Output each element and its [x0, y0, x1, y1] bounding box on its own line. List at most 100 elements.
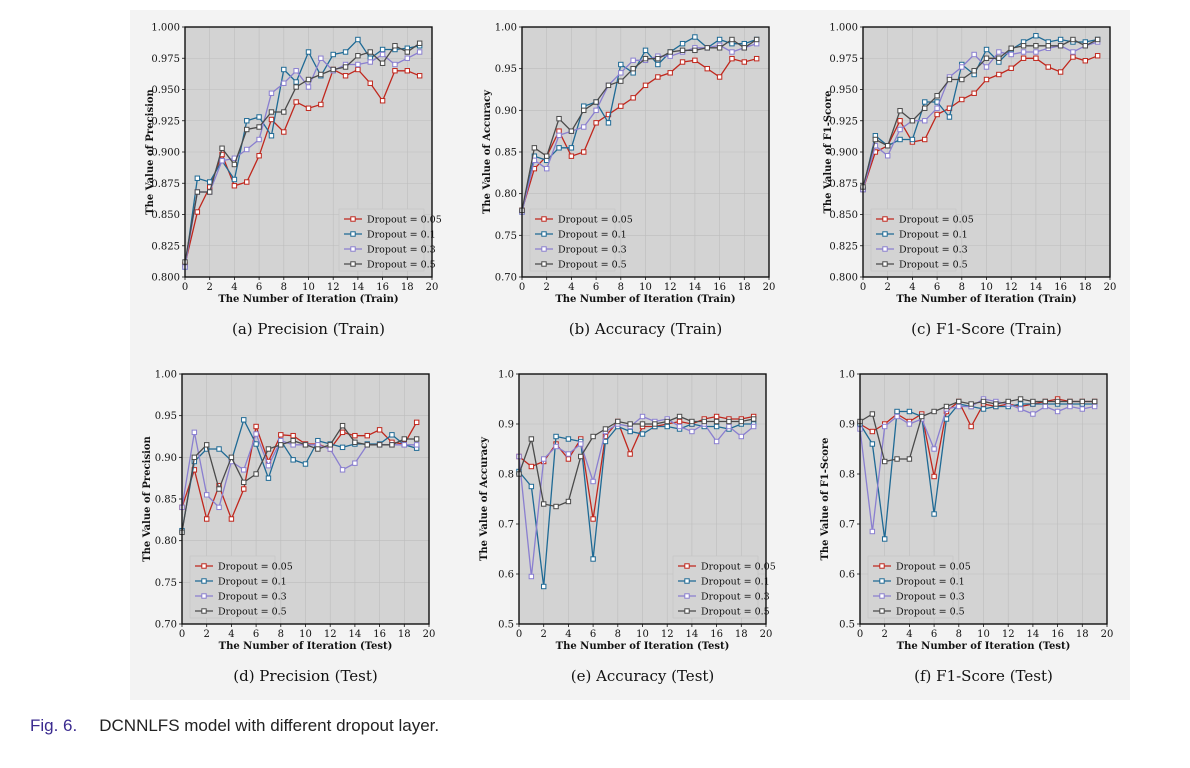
data-point — [1091, 398, 1098, 405]
data-point — [231, 183, 238, 189]
y-axis-label: The Value of Precision — [145, 88, 156, 214]
data-point — [413, 442, 420, 448]
legend-marker — [201, 608, 207, 614]
data-point — [194, 209, 201, 215]
data-point — [219, 158, 225, 164]
data-point — [401, 436, 408, 442]
y-tick-label: 0.900 — [829, 148, 858, 159]
data-point — [713, 438, 720, 445]
data-point — [689, 418, 695, 425]
data-point — [590, 556, 596, 562]
y-tick-label: 0.925 — [829, 116, 858, 127]
data-point — [593, 120, 599, 126]
chart-e-accuracy-test: 0 2 4 6 8 10 12 14 16 18 20 0.5 0.6 0.7 0.8 0.9 1.0 Dropo… — [479, 370, 776, 686]
data-point — [1020, 49, 1027, 55]
legend: Dropout = 0.05 Dropout = 0.1 Dropout = 0.3… — [672, 555, 776, 619]
y-tick-label: 0.800 — [829, 273, 858, 284]
y-tick-label: 0.950 — [151, 85, 180, 96]
data-point — [704, 65, 710, 72]
data-point — [593, 99, 599, 105]
data-point — [1045, 43, 1051, 49]
data-point — [207, 189, 213, 195]
data-point — [556, 132, 562, 139]
data-point — [919, 413, 925, 420]
data-point — [642, 47, 649, 54]
y-tick-label: 0.80 — [495, 189, 517, 200]
y-axis-label: The Value of F1-Score — [823, 90, 834, 213]
data-point — [281, 66, 287, 73]
data-point — [1070, 49, 1076, 55]
data-point — [1091, 403, 1098, 410]
data-point — [931, 473, 937, 480]
x-tick-label: 12 — [327, 282, 340, 293]
data-point — [1030, 398, 1036, 405]
data-point — [392, 43, 398, 49]
data-point — [265, 446, 272, 452]
data-point — [404, 55, 411, 61]
plot-frame — [859, 373, 1108, 625]
chart-f-f1score-test: 0 2 4 6 8 10 12 14 16 18 20 0.5 0.6 0.7 0.8 0.9 1.0 Dropo… — [820, 370, 1113, 686]
data-point — [339, 444, 346, 451]
data-point — [339, 422, 346, 429]
data-point — [305, 105, 312, 111]
data-point — [655, 55, 661, 62]
data-point — [689, 428, 695, 435]
y-tick-label: 0.90 — [155, 453, 177, 464]
y-axis-label: The Value of Accuracy — [479, 436, 490, 561]
data-point — [330, 51, 336, 58]
x-tick-label: 18 — [738, 282, 751, 293]
data-point — [528, 573, 535, 580]
data-point — [959, 76, 965, 83]
data-point — [392, 61, 398, 68]
data-point — [655, 61, 661, 68]
data-point — [293, 99, 299, 105]
legend-label: Dropout = 0.1 — [367, 229, 436, 240]
legend-label: Dropout = 0.3 — [558, 244, 627, 255]
x-tick-label: 20 — [423, 629, 436, 640]
subfigure-caption: (d) Precision (Test) — [233, 667, 378, 685]
x-tick-label: 0 — [519, 282, 525, 293]
y-tick-label: 0.6 — [498, 570, 514, 581]
data-point — [946, 76, 953, 83]
y-tick-label: 0.9 — [498, 420, 514, 431]
data-point — [922, 99, 928, 105]
x-axis-label: The Number of Iteration (Train) — [555, 294, 735, 305]
data-point — [639, 413, 646, 420]
data-point — [581, 107, 587, 114]
data-point — [268, 109, 275, 115]
data-point — [581, 149, 587, 155]
data-point — [590, 478, 596, 485]
data-point — [228, 454, 235, 461]
data-point — [869, 411, 876, 417]
legend-marker — [684, 593, 690, 599]
data-point — [701, 418, 707, 425]
data-point — [627, 428, 633, 435]
legend-label: Dropout = 0.5 — [896, 606, 965, 617]
y-tick-label: 1.00 — [155, 370, 177, 381]
data-point — [1057, 36, 1064, 43]
data-point — [1070, 36, 1076, 43]
data-point — [553, 443, 559, 450]
data-point — [618, 78, 624, 84]
data-point — [556, 145, 562, 151]
data-point — [302, 442, 309, 448]
x-tick-label: 2 — [544, 282, 550, 293]
data-point — [679, 59, 686, 65]
data-point — [679, 47, 686, 54]
x-tick-label: 16 — [373, 629, 386, 640]
data-point — [713, 423, 720, 430]
data-point — [897, 118, 903, 124]
legend-marker — [350, 231, 356, 237]
x-tick-label: 4 — [568, 282, 574, 293]
subfigure-caption: (f) F1-Score (Test) — [914, 667, 1053, 685]
y-tick-label: 0.85 — [155, 495, 177, 506]
legend-marker — [684, 563, 690, 569]
subfigure-caption: (b) Accuracy (Train) — [569, 320, 722, 338]
legend-label: Dropout = 0.5 — [899, 259, 968, 270]
data-point — [1094, 36, 1101, 43]
legend-label: Dropout = 0.3 — [899, 244, 968, 255]
data-point — [568, 128, 575, 134]
data-point — [630, 95, 636, 101]
x-axis-label: The Number of Iteration (Test) — [897, 641, 1071, 652]
data-point — [630, 57, 636, 64]
